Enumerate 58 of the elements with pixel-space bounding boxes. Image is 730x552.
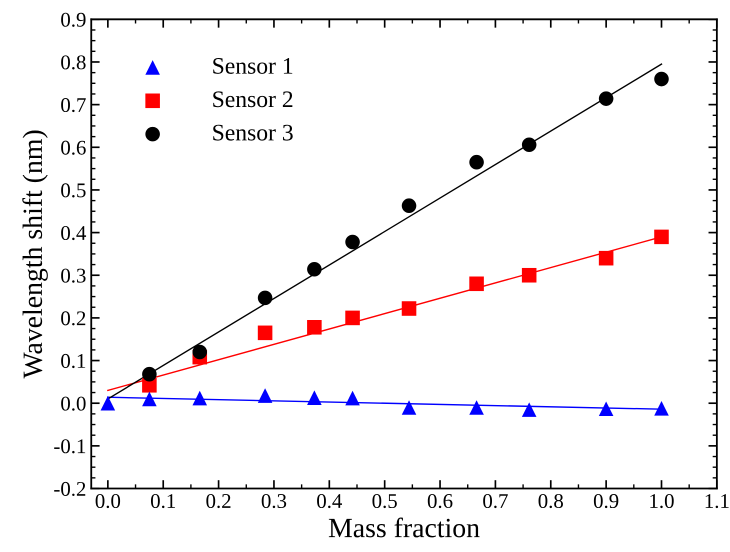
y-tick-label: 0.7 <box>61 98 86 112</box>
x-tick-label: 0.2 <box>206 494 230 508</box>
point <box>598 91 614 106</box>
x-tick-label: 0.8 <box>538 494 563 508</box>
x-tick-label: 0.6 <box>428 494 452 508</box>
x-tick-label: 0.9 <box>594 494 618 508</box>
y-tick-label: 0.4 <box>61 226 86 240</box>
legend-label: Sensor 3 <box>213 124 293 141</box>
point <box>142 366 157 382</box>
x-tick-label: 0.0 <box>96 494 120 508</box>
point <box>258 388 272 403</box>
point <box>345 390 360 406</box>
x-tick-label: 0.3 <box>262 494 286 508</box>
x-tick-label: 0.1 <box>150 494 175 508</box>
point <box>100 396 116 410</box>
legend-label: Sensor 2 <box>213 91 292 108</box>
point <box>258 290 272 306</box>
point <box>402 198 416 214</box>
point <box>469 276 484 292</box>
point <box>654 230 669 244</box>
point <box>307 262 322 277</box>
point <box>307 390 322 405</box>
y-tick-label: 0.1 <box>61 354 86 368</box>
point <box>258 326 272 340</box>
legend-label: Sensor 1 <box>213 58 292 74</box>
x-tick-label: 0.5 <box>372 494 397 508</box>
y-axis-title: Wavelength shift (nm) <box>22 130 48 379</box>
y-tick-label: 0.3 <box>61 268 86 283</box>
point <box>598 250 614 266</box>
y-tick-label: 0.6 <box>61 140 86 155</box>
y-tick-label: -0.1 <box>54 439 86 454</box>
point <box>654 401 669 416</box>
point <box>142 392 157 406</box>
y-tick-label: 0.9 <box>61 12 86 27</box>
y-tick-label: 0.2 <box>61 311 86 326</box>
x-tick-label: 1.1 <box>706 494 729 508</box>
point <box>402 301 416 316</box>
point <box>402 400 416 415</box>
point <box>345 234 360 250</box>
x-axis-title: Mass fraction <box>328 518 480 538</box>
point <box>522 137 536 152</box>
point <box>522 402 536 417</box>
point <box>345 310 360 326</box>
point <box>307 320 322 335</box>
point <box>598 401 614 416</box>
point <box>654 72 669 86</box>
x-tick-label: 0.4 <box>317 494 342 508</box>
y-tick-label: 0.5 <box>61 183 86 198</box>
x-tick-label: 1.0 <box>650 494 674 508</box>
y-tick-label: -0.2 <box>54 482 86 496</box>
point <box>469 400 484 415</box>
point <box>192 344 208 360</box>
x-tick-label: 0.7 <box>483 494 508 508</box>
y-tick-label: 0.0 <box>61 396 86 411</box>
point <box>192 390 208 406</box>
point <box>469 154 484 170</box>
y-tick-label: 0.8 <box>61 55 86 70</box>
point <box>522 268 536 283</box>
